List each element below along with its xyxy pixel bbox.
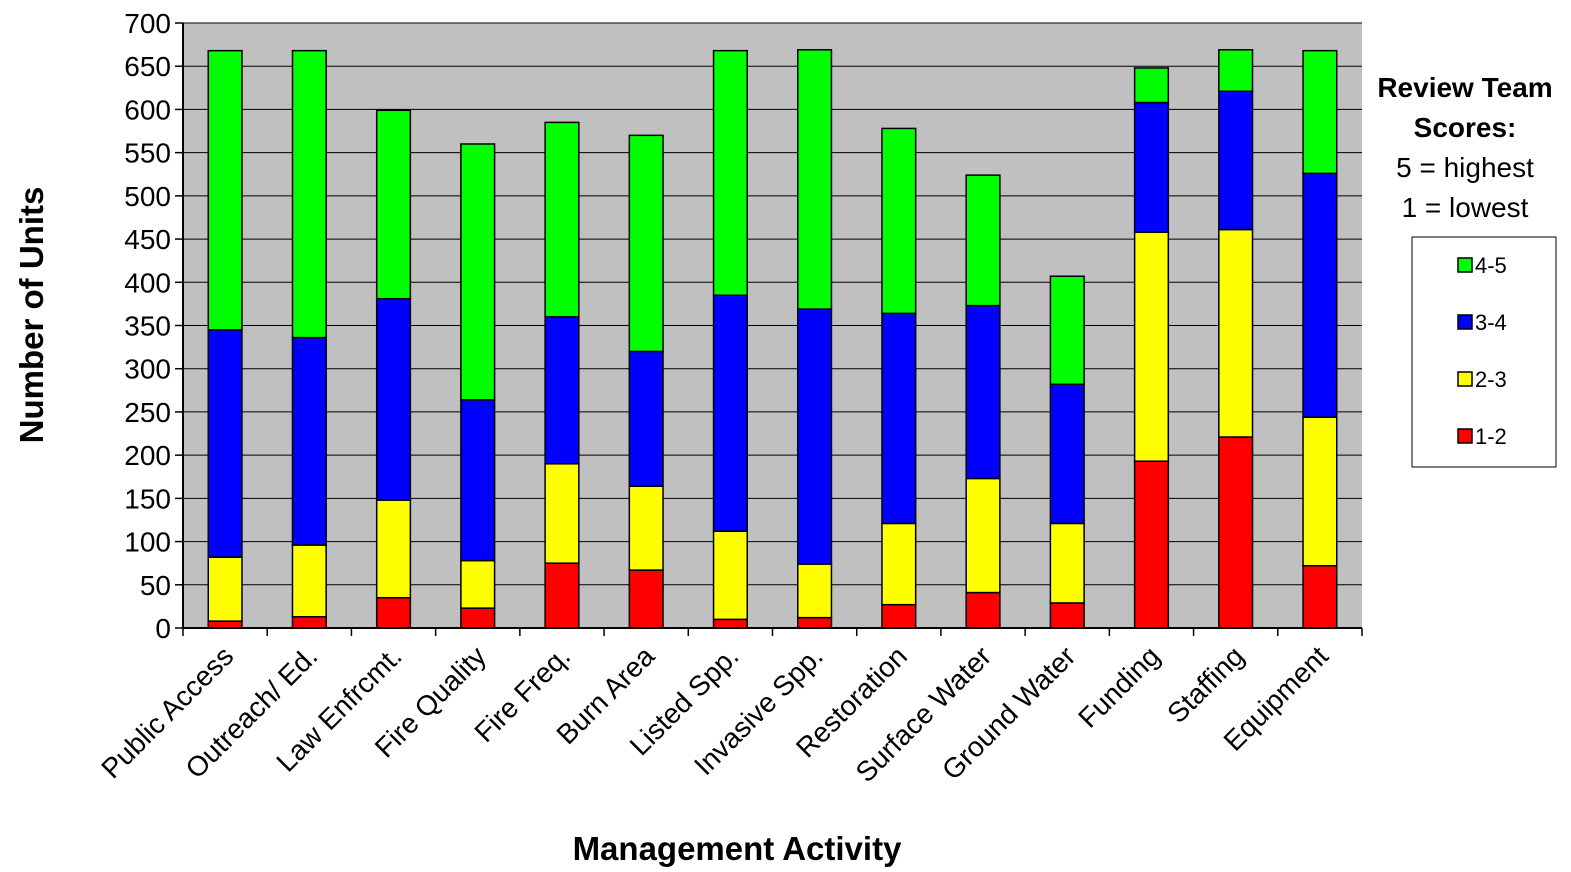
y-tick-label: 150	[124, 483, 171, 514]
bar-segment	[291, 616, 327, 629]
legend-swatch	[1457, 428, 1473, 444]
bar-segment	[881, 127, 917, 315]
bar-segment	[881, 522, 917, 606]
bar-segment	[544, 316, 580, 465]
bar-segment	[797, 563, 833, 619]
bar-segment	[965, 477, 1001, 594]
bar-segment	[881, 312, 917, 525]
legend-items: 4-5 3-4 2-3 1-2	[1457, 253, 1507, 449]
legend-swatch	[1457, 371, 1473, 387]
bar-segment	[1302, 565, 1338, 629]
bar-segment	[1133, 460, 1170, 629]
bar-segment	[207, 556, 243, 622]
bar-segment	[1218, 90, 1254, 231]
legend-title-line-1: Review Team	[1377, 72, 1552, 103]
bar-segment	[1049, 522, 1085, 604]
bar-segment	[1049, 275, 1085, 386]
legend-box	[1411, 236, 1557, 468]
x-axis-title: Management Activity	[573, 830, 903, 867]
bar-segment	[965, 591, 1001, 629]
bar-segment	[1133, 231, 1170, 462]
y-tick-label: 300	[124, 354, 171, 385]
bar-segment	[965, 174, 1001, 307]
y-tick-label: 100	[124, 527, 171, 558]
legend: Review Team Scores: 5 = highest 1 = lowe…	[1377, 72, 1557, 468]
bar-segment	[544, 121, 580, 318]
bar-segment	[628, 485, 664, 571]
bar-segment	[460, 607, 496, 629]
bar-segment	[375, 297, 412, 501]
bar-segment	[712, 618, 748, 629]
bar-segment	[375, 109, 412, 300]
bar-segment	[712, 530, 748, 621]
bar-segment	[375, 499, 412, 599]
bar-segment	[1302, 416, 1338, 567]
bar-segment	[1133, 67, 1170, 104]
y-tick-label: 550	[124, 138, 171, 169]
bar-segment	[1302, 49, 1338, 175]
y-tick-labels: 0 50 100 150 200 250 300 350 400 450 500 550 600 650 7…	[124, 8, 171, 644]
legend-label: 2-3	[1475, 367, 1507, 392]
bar-segment	[460, 399, 496, 562]
legend-label: 3-4	[1475, 310, 1507, 335]
legend-label: 4-5	[1475, 253, 1507, 278]
axes	[175, 22, 1363, 636]
bar-segment	[375, 597, 412, 629]
bar-segment	[544, 562, 580, 629]
y-tick-label: 200	[124, 440, 171, 471]
bar-segment	[207, 329, 243, 558]
legend-swatch	[1457, 314, 1473, 330]
y-tick-label: 500	[124, 181, 171, 212]
legend-label: 1-2	[1475, 424, 1507, 449]
bar-segment	[797, 308, 833, 565]
y-tick-label: 400	[124, 267, 171, 298]
bar-segment	[881, 603, 917, 629]
y-axis-title: Number of Units	[13, 187, 50, 444]
y-tick-label: 600	[124, 94, 171, 125]
bar-segment	[1049, 602, 1085, 629]
bar-segment	[544, 463, 580, 564]
bar-segment	[797, 616, 833, 629]
bar-segment	[628, 569, 664, 629]
legend-title-line-2: Scores:	[1414, 112, 1517, 143]
bar-segment	[291, 544, 327, 618]
bar-segment	[797, 49, 833, 310]
y-tick-label: 350	[124, 311, 171, 342]
bars	[207, 49, 1338, 629]
bar-segment	[460, 143, 496, 401]
bar-segment	[207, 620, 243, 629]
bar-segment	[207, 49, 243, 331]
bar-segment	[1218, 49, 1254, 93]
bar-segment	[712, 49, 748, 296]
bar-segment	[965, 304, 1001, 480]
legend-swatch	[1457, 257, 1473, 273]
y-tick-label: 0	[155, 613, 171, 644]
bar-segment	[1218, 228, 1254, 438]
y-tick-label: 250	[124, 397, 171, 428]
bar-segment	[1133, 101, 1170, 233]
y-tick-label: 50	[140, 570, 171, 601]
bar-segment	[628, 350, 664, 488]
bar-segment	[712, 294, 748, 532]
y-tick-label: 450	[124, 224, 171, 255]
bar-segment	[1218, 436, 1254, 629]
x-tick-label: Funding	[1072, 640, 1165, 733]
bar-segment	[628, 134, 664, 353]
bar-segment	[1302, 172, 1338, 418]
y-tick-label: 650	[124, 51, 171, 82]
bar-segment	[460, 559, 496, 609]
bar-segment	[291, 336, 327, 546]
bar-segment	[291, 49, 327, 339]
y-tick-label: 700	[124, 8, 171, 39]
legend-title-line-4: 1 = lowest	[1402, 192, 1529, 223]
bar-segment	[1049, 383, 1085, 525]
legend-title-line-3: 5 = highest	[1396, 152, 1534, 183]
